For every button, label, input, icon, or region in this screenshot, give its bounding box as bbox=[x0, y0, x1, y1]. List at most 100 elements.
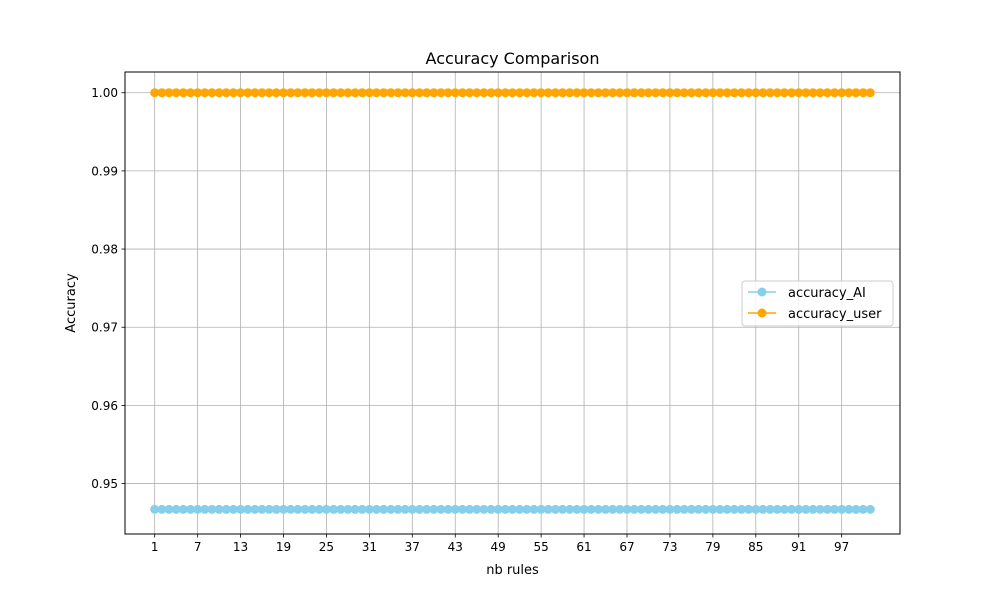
data-point-accuracy-user bbox=[207, 88, 217, 98]
data-point-accuracy-ai bbox=[679, 504, 689, 514]
data-point-accuracy-user bbox=[321, 88, 331, 98]
data-point-accuracy-user bbox=[772, 88, 782, 98]
data-point-accuracy-ai bbox=[550, 504, 560, 514]
data-point-accuracy-user bbox=[694, 88, 704, 98]
data-point-accuracy-ai bbox=[822, 504, 832, 514]
x-tick-label: 91 bbox=[791, 540, 806, 554]
data-point-accuracy-user bbox=[508, 88, 517, 98]
data-point-accuracy-user bbox=[837, 88, 847, 98]
data-point-accuracy-user bbox=[264, 88, 274, 98]
data-point-accuracy-user bbox=[708, 88, 718, 98]
data-point-accuracy-user bbox=[586, 88, 596, 98]
data-point-accuracy-ai bbox=[307, 504, 317, 514]
data-point-accuracy-user bbox=[457, 88, 467, 98]
data-point-accuracy-user bbox=[407, 88, 417, 98]
data-point-accuracy-ai bbox=[372, 504, 382, 514]
data-point-accuracy-ai bbox=[364, 504, 374, 514]
data-point-accuracy-ai bbox=[314, 504, 324, 514]
legend-label-accuracy-ai: accuracy_AI bbox=[788, 286, 866, 301]
data-point-accuracy-ai bbox=[808, 504, 818, 514]
data-point-accuracy-ai bbox=[150, 504, 160, 514]
data-point-accuracy-ai bbox=[472, 504, 482, 514]
data-point-accuracy-ai bbox=[715, 504, 725, 514]
data-point-accuracy-user bbox=[686, 88, 696, 98]
data-point-accuracy-ai bbox=[500, 504, 510, 514]
data-point-accuracy-ai bbox=[164, 504, 174, 514]
data-point-accuracy-user bbox=[200, 88, 210, 98]
data-point-accuracy-ai bbox=[522, 504, 532, 514]
data-point-accuracy-ai bbox=[615, 504, 625, 514]
data-point-accuracy-ai bbox=[830, 504, 840, 514]
data-point-accuracy-user bbox=[779, 88, 789, 98]
data-point-accuracy-ai bbox=[336, 504, 346, 514]
data-point-accuracy-ai bbox=[672, 504, 682, 514]
data-point-accuracy-user bbox=[865, 88, 875, 98]
data-point-accuracy-ai bbox=[801, 504, 811, 514]
data-point-accuracy-ai bbox=[851, 504, 861, 514]
data-point-accuracy-ai bbox=[772, 504, 782, 514]
data-point-accuracy-user bbox=[572, 88, 582, 98]
data-point-accuracy-user bbox=[343, 88, 353, 98]
data-point-accuracy-ai bbox=[221, 504, 231, 514]
data-point-accuracy-user bbox=[157, 88, 167, 98]
series-layer bbox=[150, 88, 875, 514]
data-point-accuracy-ai bbox=[572, 504, 582, 514]
data-point-accuracy-ai bbox=[622, 504, 632, 514]
data-point-accuracy-user bbox=[414, 88, 424, 98]
data-point-accuracy-user bbox=[629, 88, 639, 98]
data-point-accuracy-ai bbox=[508, 504, 517, 514]
data-point-accuracy-user bbox=[558, 88, 568, 98]
data-point-accuracy-user bbox=[744, 88, 754, 98]
data-point-accuracy-user bbox=[736, 88, 746, 98]
data-point-accuracy-ai bbox=[443, 504, 453, 514]
data-point-accuracy-user bbox=[729, 88, 739, 98]
data-point-accuracy-user bbox=[185, 88, 195, 98]
data-point-accuracy-user bbox=[679, 88, 689, 98]
x-tick-label: 25 bbox=[319, 540, 334, 554]
x-tick-label: 7 bbox=[194, 540, 202, 554]
legend-label-accuracy-user: accuracy_user bbox=[788, 307, 882, 322]
x-tick-label: 13 bbox=[233, 540, 248, 554]
y-tick-label: 0.99 bbox=[91, 164, 118, 178]
x-tick-label: 1 bbox=[151, 540, 159, 554]
data-point-accuracy-ai bbox=[465, 504, 475, 514]
data-point-accuracy-ai bbox=[558, 504, 568, 514]
data-point-accuracy-user bbox=[636, 88, 646, 98]
data-point-accuracy-user bbox=[851, 88, 861, 98]
data-point-accuracy-ai bbox=[565, 504, 575, 514]
data-point-accuracy-ai bbox=[837, 504, 847, 514]
data-point-accuracy-user bbox=[243, 88, 253, 98]
data-point-accuracy-user bbox=[801, 88, 811, 98]
data-point-accuracy-ai bbox=[493, 504, 503, 514]
data-point-accuracy-ai bbox=[271, 504, 281, 514]
data-point-accuracy-user bbox=[808, 88, 818, 98]
data-point-accuracy-ai bbox=[643, 504, 653, 514]
data-point-accuracy-user bbox=[622, 88, 632, 98]
data-point-accuracy-user bbox=[465, 88, 475, 98]
data-point-accuracy-user bbox=[493, 88, 503, 98]
plot-frame bbox=[124, 71, 901, 535]
data-point-accuracy-user bbox=[615, 88, 625, 98]
data-point-accuracy-ai bbox=[787, 504, 797, 514]
data-point-accuracy-user bbox=[515, 88, 525, 98]
data-point-accuracy-ai bbox=[694, 504, 704, 514]
data-point-accuracy-ai bbox=[708, 504, 718, 514]
data-point-accuracy-ai bbox=[178, 504, 188, 514]
x-tick-label: 85 bbox=[748, 540, 763, 554]
data-point-accuracy-user bbox=[372, 88, 382, 98]
data-point-accuracy-user bbox=[379, 88, 389, 98]
data-point-accuracy-ai bbox=[407, 504, 417, 514]
x-tick-label: 43 bbox=[448, 540, 463, 554]
x-tick-label: 67 bbox=[619, 540, 634, 554]
data-point-accuracy-user bbox=[529, 88, 539, 98]
data-point-accuracy-user bbox=[765, 88, 775, 98]
data-point-accuracy-user bbox=[822, 88, 832, 98]
data-point-accuracy-user bbox=[858, 88, 868, 98]
data-point-accuracy-user bbox=[214, 88, 224, 98]
data-point-accuracy-user bbox=[307, 88, 317, 98]
data-point-accuracy-user bbox=[364, 88, 374, 98]
data-point-accuracy-user bbox=[579, 88, 589, 98]
data-point-accuracy-ai bbox=[486, 504, 496, 514]
data-point-accuracy-ai bbox=[536, 504, 546, 514]
